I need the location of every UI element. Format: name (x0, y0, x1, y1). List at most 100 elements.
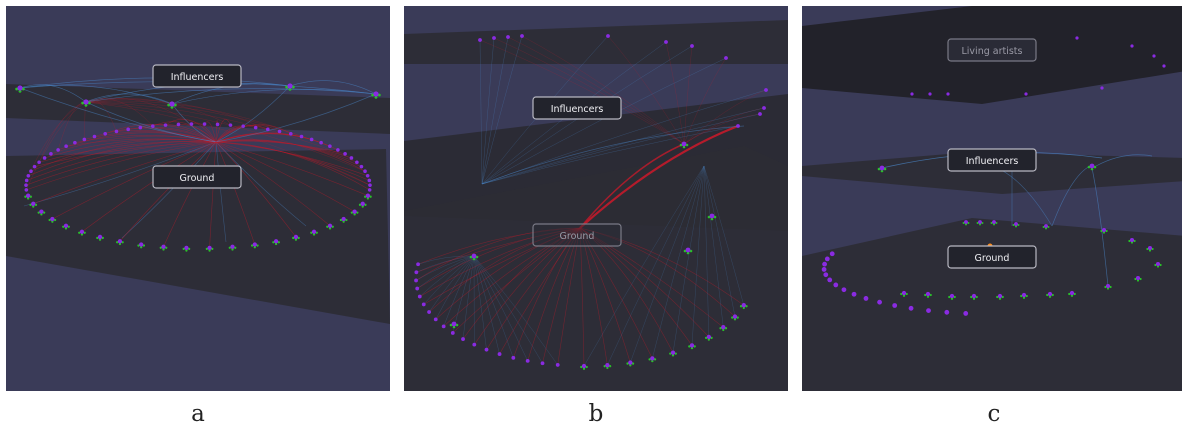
network-edge (215, 141, 307, 227)
node-purple (184, 245, 189, 251)
node-green (472, 257, 476, 261)
node-green (1014, 225, 1018, 228)
node-green (294, 238, 298, 241)
node-purple (851, 291, 857, 297)
network-edge (1051, 165, 1091, 227)
layer-label-influencers[interactable]: Influencers (532, 96, 622, 120)
network-edge (1091, 167, 1109, 287)
network-edge (85, 98, 153, 127)
node-purple (17, 85, 23, 91)
network-edge (19, 84, 173, 105)
network-edge (479, 39, 685, 145)
node-purple (689, 343, 695, 348)
node-purple (732, 314, 738, 319)
nodes (414, 34, 768, 370)
network-edge (289, 80, 377, 95)
layer-label-text: Ground (560, 231, 595, 242)
network-edge (171, 89, 377, 105)
node-purple (365, 174, 370, 178)
node-purple (1014, 222, 1018, 226)
node-green (1139, 277, 1142, 281)
network-edge (428, 255, 475, 313)
node-purple (877, 299, 882, 305)
node-purple (1130, 44, 1134, 48)
node-purple (82, 137, 87, 142)
network-edge (85, 98, 231, 126)
node-purple (92, 134, 97, 139)
network-view-c: Living artists Influencers Ground (802, 6, 1182, 391)
node-green (1017, 223, 1020, 227)
network-edge (683, 125, 739, 145)
node-purple (928, 92, 932, 96)
node-purple (341, 216, 346, 222)
node-purple (605, 362, 610, 368)
network-edge (493, 37, 685, 145)
node-purple (103, 131, 108, 136)
node-purple (478, 38, 482, 42)
node-green (990, 221, 993, 225)
network-view-b: Influencers Ground (404, 6, 788, 391)
node-green (962, 221, 965, 225)
network-edge (607, 165, 705, 366)
network-edge (23, 141, 217, 207)
node-purple (37, 160, 41, 165)
node-purple (821, 267, 827, 272)
node-purple (736, 124, 740, 128)
layer-label-ground[interactable]: Ground (947, 245, 1037, 269)
node-purple (114, 129, 119, 134)
node-green (722, 328, 725, 332)
node-purple (252, 242, 257, 247)
node-purple (79, 229, 85, 234)
layer-label-influencers[interactable]: Influencers (152, 64, 242, 88)
layer-label-ground[interactable]: Ground (532, 223, 622, 247)
node-green (162, 248, 165, 251)
node-green (964, 223, 968, 226)
network-edge (417, 255, 475, 265)
network-edge (579, 124, 739, 229)
layer-label-living-artists[interactable]: Living artists (947, 38, 1037, 62)
node-green (1151, 247, 1154, 251)
network-edge (416, 255, 475, 273)
node-purple (451, 321, 457, 327)
node-purple (892, 303, 898, 308)
node-green (288, 87, 292, 91)
network-edge (462, 255, 475, 340)
node-purple (415, 286, 420, 291)
node-green (374, 95, 378, 99)
network-edge (85, 101, 352, 159)
node-purple (359, 164, 364, 169)
node-green (312, 233, 316, 236)
network-edge (215, 141, 368, 196)
node-purple (139, 242, 144, 247)
node-purple (758, 112, 762, 116)
network-edge (473, 255, 514, 358)
node-green (80, 233, 84, 236)
node-purple (762, 106, 766, 110)
node-green (328, 227, 332, 230)
node-purple (327, 223, 333, 228)
node-green (1042, 225, 1045, 229)
network-edge (209, 141, 217, 248)
network-edge (215, 124, 291, 143)
node-purple (352, 209, 357, 214)
layer-label-text: Living artists (962, 46, 1023, 57)
network-edge (481, 113, 761, 185)
layer-label-influencers[interactable]: Influencers (947, 148, 1037, 172)
network-edge (683, 89, 767, 145)
node-purple (64, 144, 68, 149)
node-purple (230, 244, 235, 249)
node-purple (24, 188, 29, 192)
node-purple (1075, 36, 1079, 40)
network-edge (703, 165, 724, 328)
network-edge (128, 126, 217, 143)
node-purple (273, 239, 279, 244)
layer-label-ground[interactable]: Ground (152, 165, 242, 189)
node-purple (49, 152, 53, 156)
node-purple (363, 169, 367, 173)
node-purple (1069, 290, 1075, 296)
network-edge (473, 255, 500, 355)
node-green (1070, 294, 1074, 297)
nodes (15, 83, 381, 252)
node-purple (1047, 291, 1053, 297)
node-purple (822, 261, 827, 267)
